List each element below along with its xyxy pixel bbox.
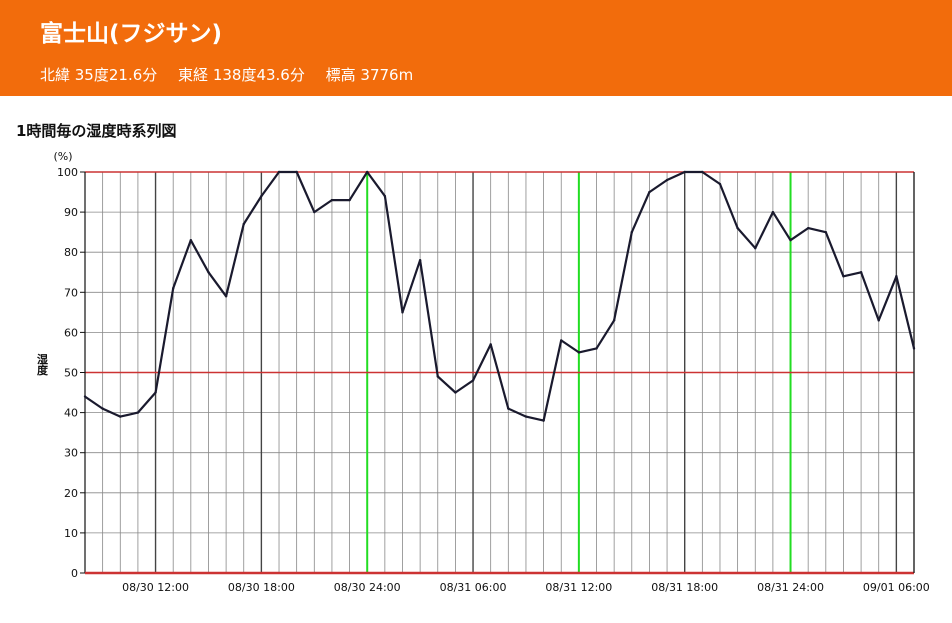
y-unit-label: (%) bbox=[53, 150, 72, 163]
station-name: 富士山(フジサン) bbox=[40, 21, 223, 47]
chart-axes bbox=[80, 171, 915, 575]
data-point bbox=[736, 226, 739, 230]
data-point bbox=[383, 194, 387, 198]
x-tick-label: 09/01 06:00 bbox=[863, 581, 930, 594]
data-point bbox=[683, 170, 686, 174]
data-point bbox=[489, 343, 492, 346]
y-tick-label: 50 bbox=[64, 367, 78, 380]
y-tick-label: 70 bbox=[64, 286, 78, 299]
y-tick-label: 0 bbox=[71, 567, 78, 580]
data-point bbox=[83, 395, 87, 398]
y-tick-label: 100 bbox=[57, 166, 78, 179]
station-location: 北緯 35度21.6分 東経 138度43.6分 標高 3776m bbox=[40, 64, 429, 85]
data-point bbox=[771, 210, 775, 214]
data-point bbox=[471, 379, 475, 382]
data-point bbox=[330, 198, 334, 202]
station-banner: 富士山(フジサン) 北緯 35度21.6分 東経 138度43.6分 標高 37… bbox=[0, 0, 952, 96]
data-point bbox=[630, 230, 633, 234]
data-point bbox=[842, 275, 845, 278]
y-tick-label: 80 bbox=[64, 246, 78, 259]
data-point bbox=[101, 407, 104, 410]
data-point bbox=[595, 347, 598, 350]
data-point bbox=[789, 238, 792, 242]
longitude-text: 東経 138度43.6分 bbox=[178, 66, 305, 84]
x-tick-label: 08/30 12:00 bbox=[122, 581, 189, 594]
humidity-line bbox=[84, 170, 916, 422]
y-tick-label: 60 bbox=[64, 326, 78, 339]
tick-labels: 0 10 20 30 40 50 60 70 80 90 100 08/30 12:00 08/30 1… bbox=[36, 150, 930, 594]
data-point bbox=[895, 275, 898, 278]
data-point bbox=[401, 311, 404, 314]
data-point bbox=[718, 182, 722, 186]
data-point bbox=[348, 198, 351, 202]
data-point bbox=[824, 230, 828, 234]
data-point bbox=[612, 319, 616, 322]
y-tick-label: 20 bbox=[64, 487, 78, 500]
data-point bbox=[701, 170, 704, 174]
data-point bbox=[877, 319, 880, 322]
y-tick-label: 90 bbox=[64, 206, 78, 219]
y-tick-label: 30 bbox=[64, 447, 78, 460]
y-tick-label: 10 bbox=[64, 527, 78, 540]
data-point bbox=[665, 178, 669, 182]
data-point bbox=[260, 194, 263, 198]
data-point bbox=[912, 347, 916, 350]
chart-heading: 1時間毎の湿度時系列図 bbox=[16, 122, 177, 140]
data-point bbox=[242, 222, 245, 226]
data-point bbox=[136, 411, 140, 414]
data-point bbox=[806, 226, 810, 230]
data-point bbox=[189, 238, 193, 242]
x-tick-label: 08/31 18:00 bbox=[651, 581, 718, 594]
data-point bbox=[648, 190, 651, 194]
data-point bbox=[754, 246, 757, 250]
data-point bbox=[560, 339, 563, 342]
data-point bbox=[295, 170, 298, 174]
humidity-series bbox=[83, 170, 916, 422]
data-point bbox=[454, 391, 457, 394]
data-point bbox=[277, 170, 281, 174]
data-point bbox=[366, 170, 369, 174]
x-tick-label: 08/30 24:00 bbox=[334, 581, 401, 594]
data-point bbox=[577, 351, 581, 354]
data-point bbox=[154, 391, 157, 394]
x-tick-label: 08/31 06:00 bbox=[440, 581, 507, 594]
x-tick-label: 08/30 18:00 bbox=[228, 581, 295, 594]
data-point bbox=[507, 407, 510, 410]
y-tick-label: 40 bbox=[64, 407, 78, 420]
x-tick-label: 08/31 24:00 bbox=[757, 581, 824, 594]
data-point bbox=[542, 419, 545, 422]
humidity-chart: 0 10 20 30 40 50 60 70 80 90 100 08/30 12:00 08/30 1… bbox=[36, 150, 930, 594]
latitude-text: 北緯 35度21.6分 bbox=[40, 66, 158, 84]
x-tick-label: 08/31 12:00 bbox=[545, 581, 612, 594]
data-point bbox=[436, 375, 439, 378]
data-point bbox=[313, 210, 316, 214]
data-point bbox=[524, 415, 528, 418]
y-axis-title: 湿度 bbox=[36, 352, 49, 376]
data-point bbox=[207, 271, 210, 274]
data-point bbox=[224, 295, 228, 298]
data-point bbox=[859, 271, 863, 274]
data-point bbox=[119, 415, 122, 418]
elevation-text: 標高 3776m bbox=[325, 66, 414, 84]
data-point bbox=[418, 259, 422, 262]
data-point bbox=[171, 287, 175, 290]
